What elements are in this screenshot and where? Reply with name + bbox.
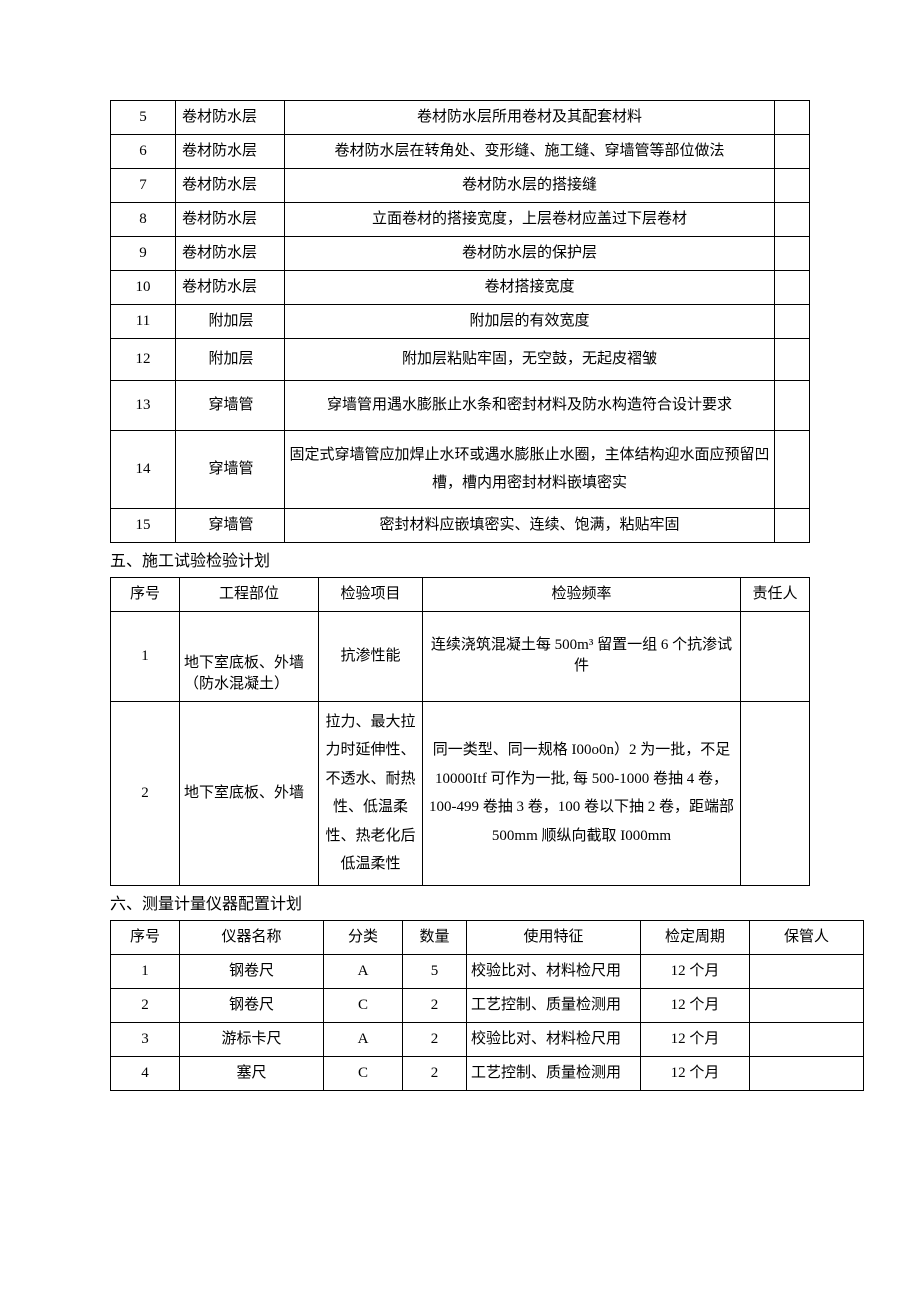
cell-part: 地下室底板、外墙 bbox=[180, 701, 319, 885]
cell-desc: 密封材料应嵌填密实、连续、饱满，粘贴牢固 bbox=[285, 508, 775, 542]
cell-name: 塞尺 bbox=[180, 1057, 324, 1091]
section-heading-5: 五、施工试验检验计划 bbox=[110, 551, 810, 573]
cell-cat: 卷材防水层 bbox=[176, 203, 285, 237]
header-item: 检验项目 bbox=[319, 577, 423, 611]
cell-num: 1 bbox=[111, 955, 180, 989]
cell-cat: 卷材防水层 bbox=[176, 135, 285, 169]
cell-num: 2 bbox=[111, 701, 180, 885]
cell-desc: 卷材防水层的保护层 bbox=[285, 237, 775, 271]
cell-name: 钢卷尺 bbox=[180, 955, 324, 989]
cell-qty: 5 bbox=[403, 955, 467, 989]
cell-use: 校验比对、材料检尺用 bbox=[467, 1023, 641, 1057]
cell-cls: C bbox=[324, 1057, 403, 1091]
cell-num: 13 bbox=[111, 381, 176, 431]
cell-desc: 固定式穿墙管应加焊止水环或遇水膨胀止水圈，主体结构迎水面应预留凹槽，槽内用密封材… bbox=[285, 430, 775, 508]
cell-last bbox=[775, 305, 810, 339]
cell-keeper bbox=[750, 1023, 864, 1057]
header-person: 责任人 bbox=[741, 577, 810, 611]
cell-num: 7 bbox=[111, 169, 176, 203]
cell-desc: 附加层粘贴牢固，无空鼓，无起皮褶皱 bbox=[285, 339, 775, 381]
table-instruments: 序号 仪器名称 分类 数量 使用特征 检定周期 保管人 1 钢卷尺 A 5 校验… bbox=[110, 920, 864, 1091]
cell-cat: 穿墙管 bbox=[176, 381, 285, 431]
cell-desc: 卷材防水层在转角处、变形缝、施工缝、穿墙管等部位做法 bbox=[285, 135, 775, 169]
header-keeper: 保管人 bbox=[750, 921, 864, 955]
cell-desc: 立面卷材的搭接宽度，上层卷材应盖过下层卷材 bbox=[285, 203, 775, 237]
cell-freq: 同一类型、同一规格 I00o0n）2 为一批，不足 10000Itf 可作为一批… bbox=[423, 701, 741, 885]
cell-cat: 卷材防水层 bbox=[176, 271, 285, 305]
cell-period: 12 个月 bbox=[641, 1023, 750, 1057]
header-name: 仪器名称 bbox=[180, 921, 324, 955]
cell-num: 8 bbox=[111, 203, 176, 237]
cell-keeper bbox=[750, 989, 864, 1023]
cell-person bbox=[741, 701, 810, 885]
cell-cat: 卷材防水层 bbox=[176, 169, 285, 203]
header-freq: 检验频率 bbox=[423, 577, 741, 611]
cell-num: 1 bbox=[111, 611, 180, 701]
table-inspection-plan: 序号 工程部位 检验项目 检验频率 责任人 1 地下室底板、外墙（防水混凝土） … bbox=[110, 577, 810, 886]
cell-cls: A bbox=[324, 955, 403, 989]
header-use: 使用特征 bbox=[467, 921, 641, 955]
cell-cat: 附加层 bbox=[176, 305, 285, 339]
cell-keeper bbox=[750, 955, 864, 989]
header-cls: 分类 bbox=[324, 921, 403, 955]
cell-period: 12 个月 bbox=[641, 955, 750, 989]
cell-desc: 卷材防水层的搭接缝 bbox=[285, 169, 775, 203]
header-period: 检定周期 bbox=[641, 921, 750, 955]
cell-person bbox=[741, 611, 810, 701]
cell-period: 12 个月 bbox=[641, 1057, 750, 1091]
cell-num: 3 bbox=[111, 1023, 180, 1057]
cell-num: 2 bbox=[111, 989, 180, 1023]
cell-last bbox=[775, 203, 810, 237]
cell-num: 9 bbox=[111, 237, 176, 271]
header-part: 工程部位 bbox=[180, 577, 319, 611]
cell-qty: 2 bbox=[403, 1057, 467, 1091]
cell-num: 12 bbox=[111, 339, 176, 381]
cell-keeper bbox=[750, 1057, 864, 1091]
cell-num: 6 bbox=[111, 135, 176, 169]
cell-last bbox=[775, 430, 810, 508]
cell-last bbox=[775, 271, 810, 305]
cell-last bbox=[775, 169, 810, 203]
cell-part: 地下室底板、外墙（防水混凝土） bbox=[180, 611, 319, 701]
cell-item: 抗渗性能 bbox=[319, 611, 423, 701]
cell-last bbox=[775, 508, 810, 542]
cell-period: 12 个月 bbox=[641, 989, 750, 1023]
cell-cat: 卷材防水层 bbox=[176, 101, 285, 135]
cell-num: 14 bbox=[111, 430, 176, 508]
cell-last bbox=[775, 101, 810, 135]
cell-num: 4 bbox=[111, 1057, 180, 1091]
cell-freq: 连续浇筑混凝土每 500m³ 留置一组 6 个抗渗试件 bbox=[423, 611, 741, 701]
cell-cls: C bbox=[324, 989, 403, 1023]
cell-name: 钢卷尺 bbox=[180, 989, 324, 1023]
cell-use: 工艺控制、质量检测用 bbox=[467, 1057, 641, 1091]
cell-last bbox=[775, 381, 810, 431]
cell-num: 5 bbox=[111, 101, 176, 135]
cell-cat: 穿墙管 bbox=[176, 508, 285, 542]
cell-cat: 附加层 bbox=[176, 339, 285, 381]
cell-num: 11 bbox=[111, 305, 176, 339]
cell-last bbox=[775, 237, 810, 271]
cell-item: 拉力、最大拉力时延伸性、不透水、耐热性、低温柔性、热老化后低温柔性 bbox=[319, 701, 423, 885]
cell-cat: 穿墙管 bbox=[176, 430, 285, 508]
section-heading-6: 六、测量计量仪器配置计划 bbox=[110, 894, 810, 916]
cell-cls: A bbox=[324, 1023, 403, 1057]
cell-name: 游标卡尺 bbox=[180, 1023, 324, 1057]
cell-qty: 2 bbox=[403, 989, 467, 1023]
cell-desc: 穿墙管用遇水膨胀止水条和密封材料及防水构造符合设计要求 bbox=[285, 381, 775, 431]
header-qty: 数量 bbox=[403, 921, 467, 955]
cell-cat: 卷材防水层 bbox=[176, 237, 285, 271]
cell-last bbox=[775, 339, 810, 381]
cell-use: 工艺控制、质量检测用 bbox=[467, 989, 641, 1023]
cell-num: 15 bbox=[111, 508, 176, 542]
cell-desc: 卷材防水层所用卷材及其配套材料 bbox=[285, 101, 775, 135]
cell-desc: 卷材搭接宽度 bbox=[285, 271, 775, 305]
table-waterproof-items: 5 卷材防水层 卷材防水层所用卷材及其配套材料 6 卷材防水层 卷材防水层在转角… bbox=[110, 100, 810, 543]
header-num: 序号 bbox=[111, 577, 180, 611]
cell-last bbox=[775, 135, 810, 169]
cell-qty: 2 bbox=[403, 1023, 467, 1057]
cell-use: 校验比对、材料检尺用 bbox=[467, 955, 641, 989]
cell-num: 10 bbox=[111, 271, 176, 305]
header-num: 序号 bbox=[111, 921, 180, 955]
cell-desc: 附加层的有效宽度 bbox=[285, 305, 775, 339]
